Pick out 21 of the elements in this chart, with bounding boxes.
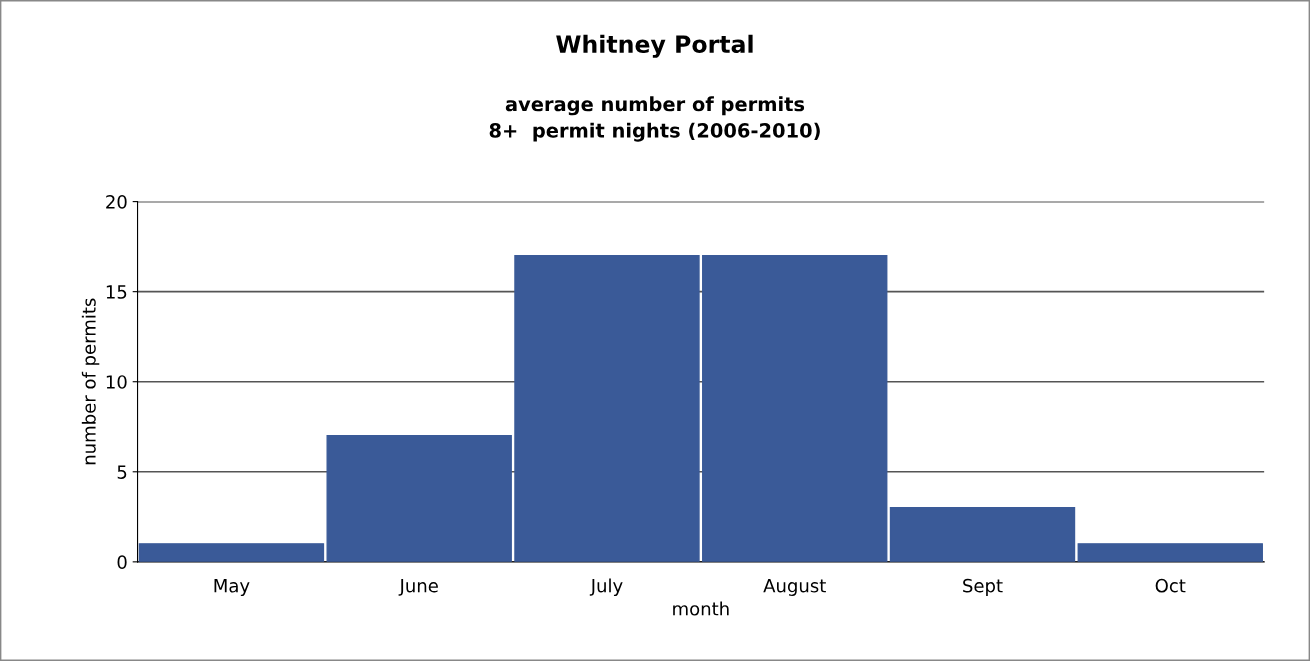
x-tick-label: Oct [1155,578,1186,593]
bar [889,507,1076,562]
bar [138,543,325,562]
x-tick-label: July [589,578,623,596]
x-tick-label: June [398,579,438,596]
x-tick-label: Sept [963,578,1003,596]
y-tick-label: 20 [106,195,127,209]
bar [326,435,512,562]
x-tick-label: May [214,579,250,596]
bar [514,254,700,562]
x-tick-label: August [763,579,826,596]
bar [702,254,888,562]
bar [1077,543,1263,562]
y-axis-title: number of permits [81,298,100,465]
y-tick-label: 0 [117,555,127,569]
y-tick-label: 10 [106,375,127,389]
x-axis-title: month [673,601,729,616]
chart-subtitle: average number of permits 8+ permit nights (2006-2010) [489,96,820,142]
chart-title: Whitney Portal [556,34,753,58]
y-tick-label: 5 [117,465,127,479]
y-tick-label: 15 [106,285,127,299]
